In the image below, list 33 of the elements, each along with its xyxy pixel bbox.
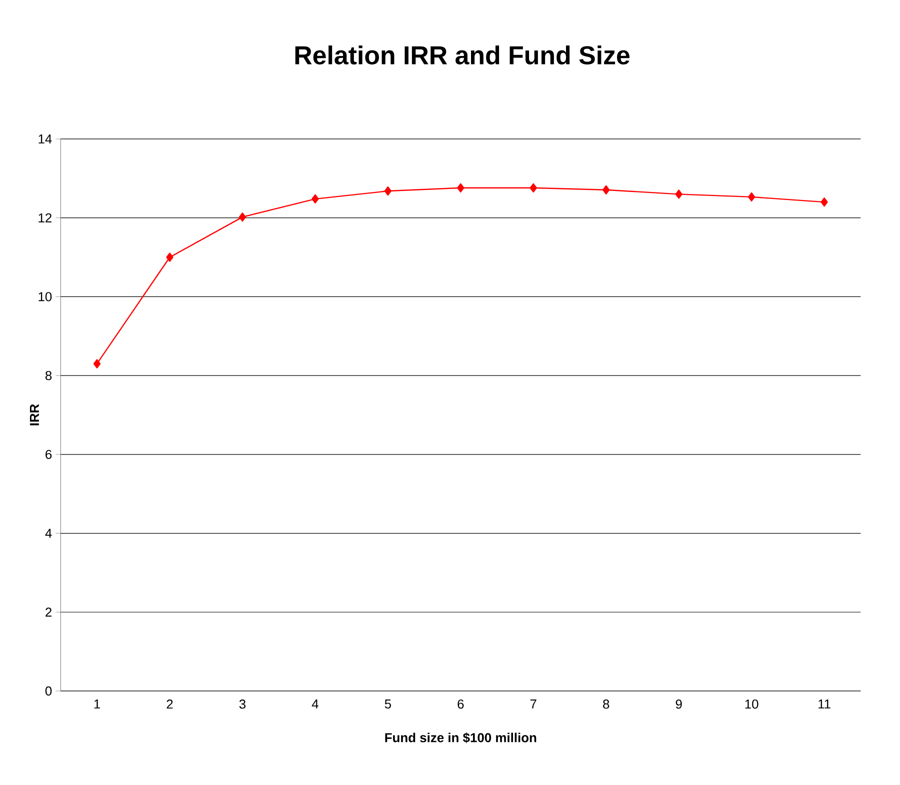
point: [384, 186, 392, 196]
x-tick-label: 1: [94, 700, 100, 708]
x-tick-label: 7: [530, 700, 536, 708]
x-tick-label: 11: [818, 700, 830, 708]
x-tick-label: 4: [312, 700, 318, 708]
x-tick-label: 5: [384, 700, 391, 709]
x-tick-label: 3: [239, 700, 246, 709]
point: [312, 194, 319, 204]
x-tick-label: 10: [745, 700, 758, 709]
x-tick-label: 8: [603, 700, 610, 709]
y-tick-label: 0: [45, 686, 52, 696]
point: [675, 190, 682, 199]
y-axis-title: IRR: [30, 404, 39, 426]
point: [166, 252, 174, 262]
y-tick-label: 4: [45, 528, 52, 538]
y-tick-label: 10: [38, 292, 52, 302]
x-tick-label: 2: [166, 700, 173, 709]
point: [93, 359, 101, 368]
x-tick-label: 6: [458, 700, 464, 709]
y-tick-label: 14: [38, 134, 52, 144]
y-tick-label: 2: [46, 608, 52, 617]
y-tick-label: 12: [38, 213, 52, 222]
point: [457, 183, 464, 192]
x-axis-title: Fund size in $100 million: [385, 732, 536, 744]
point: [238, 212, 246, 222]
x-tick-label: 9: [676, 700, 682, 709]
y-tick-label: 6: [46, 450, 52, 459]
y-tick-label: 8: [45, 370, 52, 380]
point: [748, 192, 756, 202]
chart-title: Relation IRR and Fund Size: [295, 45, 630, 64]
point: [820, 197, 828, 207]
point: [530, 183, 537, 192]
point: [602, 185, 610, 194]
